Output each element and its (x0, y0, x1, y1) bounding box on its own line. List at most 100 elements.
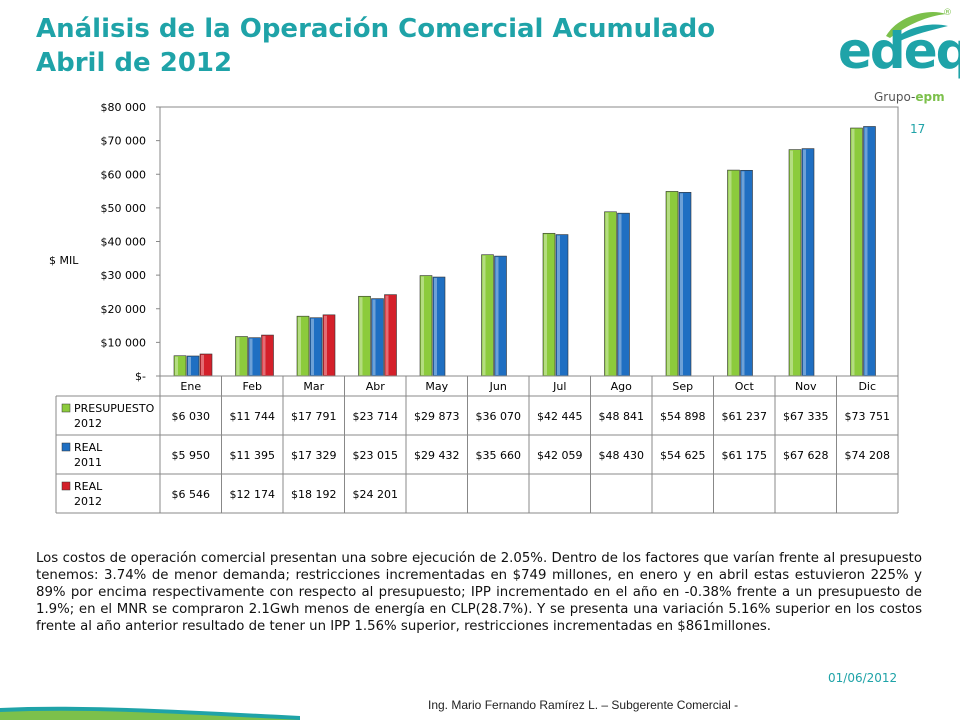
data-label: $17 329 (291, 449, 337, 462)
bar-highlight (667, 192, 670, 375)
data-label: $11 395 (230, 449, 276, 462)
bar-highlight (372, 299, 376, 375)
data-label: $61 237 (722, 410, 768, 423)
data-label: $54 625 (660, 449, 706, 462)
bar-highlight (790, 150, 793, 375)
bar-highlight (728, 171, 732, 375)
y-tick-label: $10 000 (101, 336, 147, 349)
bar-highlight (188, 356, 191, 375)
data-label: $6 546 (172, 488, 211, 501)
data-label: $11 744 (230, 410, 276, 423)
category-label: Dic (858, 380, 876, 393)
y-tick-label: $20 000 (101, 303, 147, 316)
slide-title: Análisis de la Operación Comercial Acumu… (36, 12, 715, 80)
bar-highlight (311, 318, 314, 375)
data-label: $74 208 (845, 449, 891, 462)
data-label: $5 950 (172, 449, 211, 462)
bar-highlight (262, 336, 266, 375)
grupo-prefix: Grupo- (874, 90, 916, 104)
category-label: Abr (366, 380, 386, 393)
category-label: Sep (672, 380, 693, 393)
bar-highlight (544, 234, 547, 375)
bar-highlight (421, 276, 424, 375)
bar-highlight (298, 317, 301, 375)
category-label: Jun (489, 380, 507, 393)
bar-highlight (495, 257, 499, 375)
legend-label: REAL (74, 480, 103, 493)
category-label: Ene (180, 380, 201, 393)
legend-swatch (61, 481, 71, 491)
data-label: $73 751 (845, 410, 891, 423)
category-label: Nov (795, 380, 817, 393)
data-label: $17 791 (291, 410, 337, 423)
data-label: $67 335 (783, 410, 829, 423)
category-label: Ago (611, 380, 633, 393)
data-label: $6 030 (172, 410, 211, 423)
data-label: $29 873 (414, 410, 460, 423)
bar-highlight (851, 129, 855, 375)
data-label: $48 430 (599, 449, 645, 462)
registered-mark: ® (943, 8, 952, 18)
y-tick-label: $- (135, 370, 146, 383)
analysis-paragraph: Los costos de operación comercial presen… (36, 551, 922, 634)
slide-date: 01/06/2012 (828, 671, 898, 685)
bar-highlight (236, 337, 240, 375)
grupo-brand: epm (915, 90, 945, 104)
y-tick-label: $60 000 (101, 168, 147, 181)
data-label: $61 175 (722, 449, 768, 462)
grupo-epm-label: Grupo-epm (874, 90, 945, 104)
data-label: $42 445 (537, 410, 583, 423)
y-axis-label: $ MIL (49, 254, 79, 267)
bar-highlight (482, 255, 486, 375)
legend-swatch (61, 442, 71, 452)
data-label: $42 059 (537, 449, 583, 462)
bar-highlight (324, 315, 327, 375)
bar-highlight (249, 338, 253, 375)
data-label: $67 628 (783, 449, 829, 462)
bar-highlight (434, 278, 437, 375)
data-label: $29 432 (414, 449, 460, 462)
y-tick-label: $40 000 (101, 236, 147, 249)
legend-label: PRESUPUESTO (74, 402, 155, 415)
legend-label-year: 2012 (74, 417, 102, 430)
y-tick-label: $50 000 (101, 202, 147, 215)
data-label: $54 898 (660, 410, 706, 423)
title-line-1: Análisis de la Operación Comercial Acumu… (36, 14, 716, 44)
page-number: 17 (910, 122, 926, 136)
bar-highlight (385, 295, 389, 375)
y-tick-label: $80 000 (101, 101, 147, 114)
bar-highlight (175, 356, 178, 375)
data-label: $23 714 (353, 410, 399, 423)
y-tick-label: $70 000 (101, 135, 147, 148)
decorative-band (0, 706, 300, 720)
bar-highlight (605, 212, 609, 375)
bar-highlight (741, 171, 745, 375)
edeq-logo: edeq ® Grupo-epm (828, 6, 960, 118)
category-label: Jul (552, 380, 566, 393)
legend-swatch (61, 403, 71, 413)
data-label: $23 015 (353, 449, 399, 462)
bar-highlight (557, 235, 560, 375)
data-label: $48 841 (599, 410, 645, 423)
legend-label-year: 2012 (74, 495, 102, 508)
bar-chart: $- $10 000 $20 000 $30 000 $40 000 $50 000 $60… (55, 101, 899, 514)
leaf-icon (886, 12, 948, 42)
logo-wordmark: edeq (838, 22, 960, 80)
data-label: $24 201 (353, 488, 399, 501)
bar-highlight (864, 127, 868, 375)
legend-label-year: 2011 (74, 456, 102, 469)
bar-highlight (618, 214, 622, 375)
category-label: Mar (303, 380, 324, 393)
category-label: Oct (735, 380, 755, 393)
data-label: $36 070 (476, 410, 522, 423)
bar-highlight (680, 193, 683, 375)
data-label: $35 660 (476, 449, 522, 462)
bar-highlight (803, 149, 806, 375)
bar-highlight (201, 354, 204, 375)
title-line-2: Abril de 2012 (36, 48, 233, 78)
category-label: Feb (243, 380, 262, 393)
y-tick-label: $30 000 (101, 269, 147, 282)
category-label: May (425, 380, 448, 393)
bar-highlight (359, 297, 363, 375)
data-label: $18 192 (291, 488, 337, 501)
